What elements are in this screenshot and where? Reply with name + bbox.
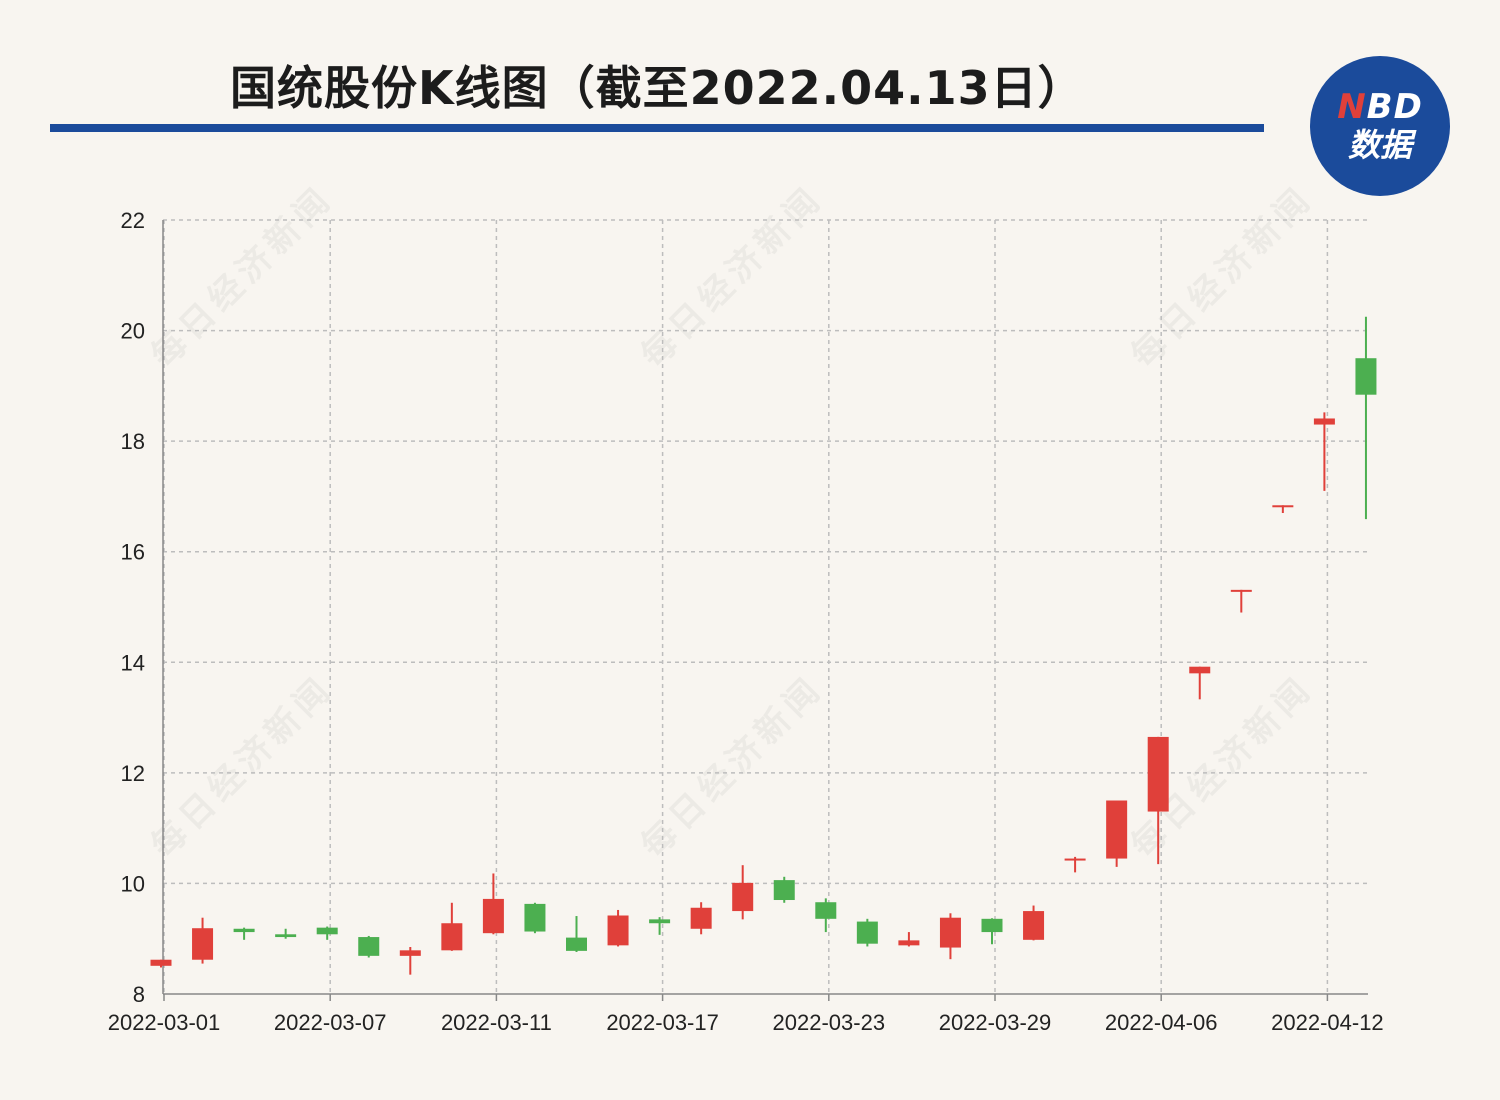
- candle-body: [732, 882, 754, 912]
- candle-body: [1147, 736, 1169, 812]
- x-tick-label: 2022-03-17: [606, 1010, 719, 1035]
- title-underline: [50, 124, 1264, 132]
- candle-body: [358, 937, 380, 956]
- logo-letter-n: N: [1337, 87, 1367, 127]
- y-tick-label: 8: [133, 982, 145, 1007]
- x-tick-label: 2022-03-07: [274, 1010, 387, 1035]
- y-tick-label: 10: [121, 871, 145, 896]
- candle-body: [1230, 589, 1252, 592]
- y-tick-label: 12: [121, 761, 145, 786]
- candle-body: [649, 919, 671, 924]
- candle-body: [1064, 858, 1086, 861]
- y-tick-label: 18: [121, 429, 145, 454]
- candle-body: [233, 928, 255, 933]
- x-tick-label: 2022-03-11: [441, 1010, 552, 1035]
- logo-letters-bd: BD: [1366, 87, 1423, 127]
- page-title: 国统股份K线图（截至2022.04.13日）: [230, 61, 1085, 115]
- candle-body: [607, 915, 629, 946]
- candle-body: [192, 928, 214, 960]
- logo-text-data: 数据: [1347, 126, 1412, 164]
- x-tick-label: 2022-03-01: [108, 1010, 221, 1035]
- candle-body: [524, 903, 546, 932]
- candle-body: [316, 927, 338, 935]
- candle-body: [1023, 911, 1045, 940]
- x-tick-label: 2022-04-12: [1271, 1010, 1384, 1035]
- candle-body: [856, 921, 878, 944]
- y-tick-label: 14: [121, 650, 145, 675]
- candle-body: [1313, 418, 1335, 425]
- candle-body: [939, 917, 961, 948]
- candle-body: [566, 937, 587, 951]
- candle-body: [1272, 505, 1294, 508]
- x-tick-label: 2022-03-23: [773, 1010, 886, 1035]
- candle-body: [1355, 358, 1377, 395]
- nbd-logo: NBD 数据: [1310, 56, 1450, 196]
- candle-body: [981, 918, 1003, 933]
- candle-body: [150, 959, 172, 966]
- logo-text-nbd: NBD: [1337, 88, 1423, 126]
- candle-body: [399, 950, 421, 956]
- candle-body: [275, 934, 297, 938]
- x-tick-label: 2022-03-29: [939, 1010, 1052, 1035]
- y-tick-label: 22: [121, 208, 145, 233]
- candle-body: [441, 923, 463, 951]
- candle-body: [1106, 800, 1128, 859]
- y-tick-label: 16: [121, 540, 145, 565]
- candle-body: [773, 880, 795, 901]
- candle-body: [815, 902, 837, 919]
- candle-body: [898, 940, 920, 946]
- y-tick-label: 20: [121, 319, 145, 344]
- x-tick-label: 2022-04-06: [1105, 1010, 1218, 1035]
- candle-body: [1189, 666, 1211, 674]
- candle-body: [690, 907, 712, 929]
- candle-body: [482, 898, 504, 934]
